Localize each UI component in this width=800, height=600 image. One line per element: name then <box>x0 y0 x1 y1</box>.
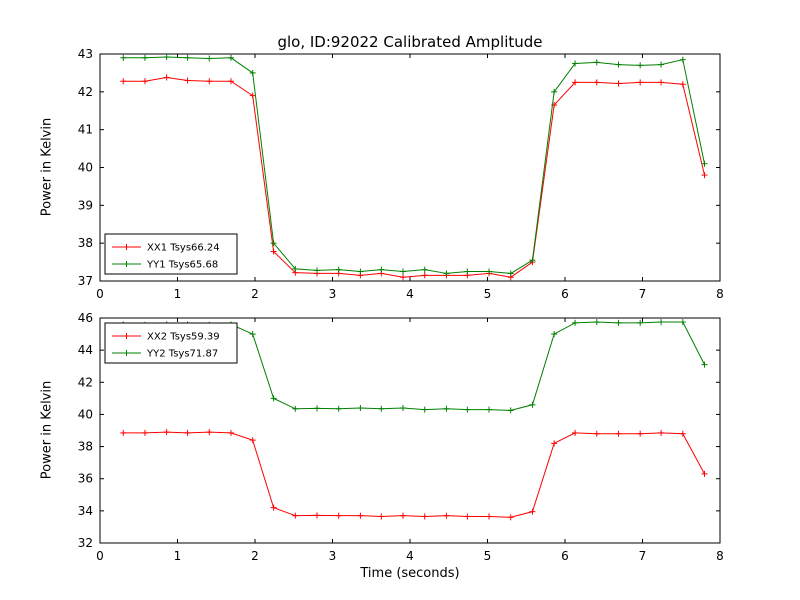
x-tick-label: 6 <box>561 549 569 563</box>
y-tick-label: 42 <box>78 85 93 99</box>
y-tick-label: 41 <box>78 123 93 137</box>
legend: XX1 Tsys66.24 YY1 Tsys65.68 <box>104 233 238 275</box>
y-tick-label: 39 <box>78 198 93 212</box>
y-tick-label: 42 <box>78 375 93 389</box>
legend-label: XX1 Tsys66.24 <box>147 243 220 254</box>
x-tick-label: 7 <box>639 549 647 563</box>
series-line <box>123 56 705 274</box>
x-tick-label: 1 <box>174 549 182 563</box>
legend-box <box>104 322 238 364</box>
subplot-1: 0 1 2 3 4 5 6 7 8 37 38 39 40 41 42 43 XX1 Tsys66.24 YY1 … <box>78 47 724 301</box>
y-tick-label: 38 <box>78 440 93 454</box>
x-tick-label: 0 <box>96 287 104 301</box>
y-tick-label: 44 <box>78 343 93 357</box>
x-tick-label: 7 <box>639 287 647 301</box>
y-tick-label: 36 <box>78 472 93 486</box>
x-tick-label: 1 <box>174 287 182 301</box>
legend-label: YY1 Tsys65.68 <box>146 260 218 271</box>
x-tick-label: 5 <box>484 549 492 563</box>
legend-box <box>104 233 238 275</box>
x-tick-label: 5 <box>484 287 492 301</box>
legend-label: XX2 Tsys59.39 <box>147 332 220 343</box>
x-tick-label: 4 <box>406 549 414 563</box>
x-tick-label: 3 <box>329 287 337 301</box>
x-tick-label: 8 <box>716 287 724 301</box>
x-tick-label: 2 <box>251 549 259 563</box>
y-axis-label-top: Power in Kelvin <box>39 117 55 217</box>
x-tick-label: 4 <box>406 287 414 301</box>
y-tick-label: 46 <box>78 311 93 325</box>
legend: XX2 Tsys59.39 YY2 Tsys71.87 <box>104 322 238 364</box>
y-tick-label: 37 <box>78 274 93 288</box>
series-line <box>123 431 705 518</box>
y-tick-label: 40 <box>78 407 93 421</box>
series-line <box>123 76 705 278</box>
legend-label: YY2 Tsys71.87 <box>146 349 218 360</box>
y-tick-label: 43 <box>78 47 93 61</box>
y-tick-label: 34 <box>78 504 93 518</box>
x-tick-label: 3 <box>329 549 337 563</box>
x-tick-label: 6 <box>561 287 569 301</box>
y-axis-label-bottom: Power in Kelvin <box>39 380 55 480</box>
y-tick-label: 40 <box>78 161 93 175</box>
x-tick-label: 0 <box>96 549 104 563</box>
x-axis-label: Time (seconds) <box>360 566 460 581</box>
y-tick-label: 32 <box>78 536 93 550</box>
y-tick-label: 38 <box>78 236 93 250</box>
chart-title: glo, ID:92022 Calibrated Amplitude <box>277 33 543 51</box>
x-tick-label: 8 <box>716 549 724 563</box>
x-tick-label: 2 <box>251 287 259 301</box>
